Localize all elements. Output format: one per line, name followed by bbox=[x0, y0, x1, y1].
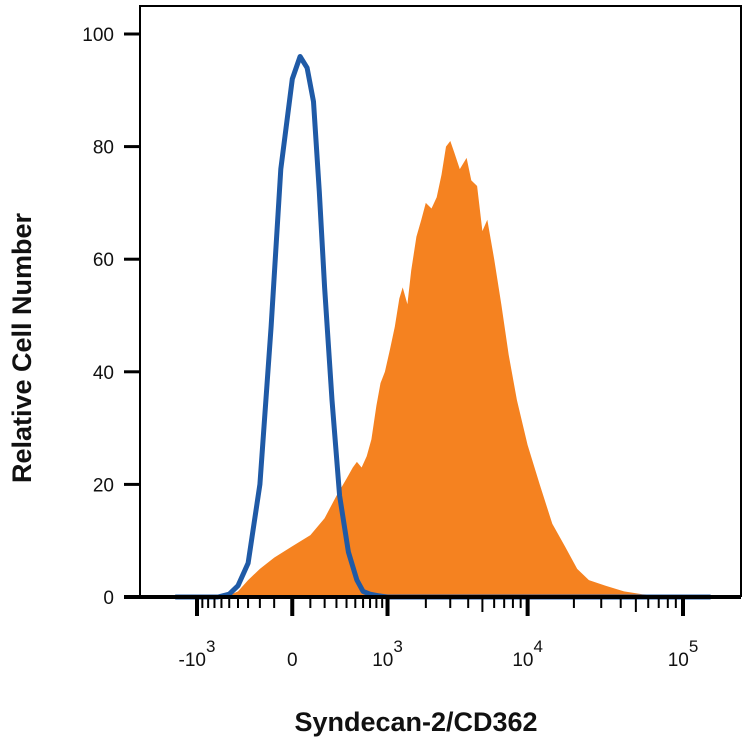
y-tick-label-5: 100 bbox=[82, 25, 114, 46]
x-axis-title: Syndecan-2/CD362 bbox=[294, 707, 537, 737]
x-axis: -103 0 103 104 105 bbox=[179, 598, 699, 671]
y-tick-label-0: 0 bbox=[103, 588, 114, 609]
series-layer-filled bbox=[175, 141, 711, 597]
series-1-area bbox=[175, 141, 711, 597]
y-axis-title: Relative Cell Number bbox=[7, 212, 37, 483]
x-tick-label-2: 103 bbox=[372, 637, 403, 671]
y-tick-label-2: 40 bbox=[93, 363, 114, 384]
x-tick-label-0: -103 bbox=[179, 637, 216, 671]
y-tick-label-3: 60 bbox=[93, 250, 114, 271]
x-tick-label-1: 0 bbox=[287, 650, 298, 671]
y-tick-label-4: 80 bbox=[93, 138, 114, 159]
x-tick-label-4: 105 bbox=[668, 637, 699, 671]
y-axis: 0 20 40 60 80 100 bbox=[82, 25, 140, 609]
y-tick-label-1: 20 bbox=[93, 475, 114, 496]
x-tick-label-3: 104 bbox=[512, 637, 543, 671]
plot-frame bbox=[139, 5, 742, 597]
